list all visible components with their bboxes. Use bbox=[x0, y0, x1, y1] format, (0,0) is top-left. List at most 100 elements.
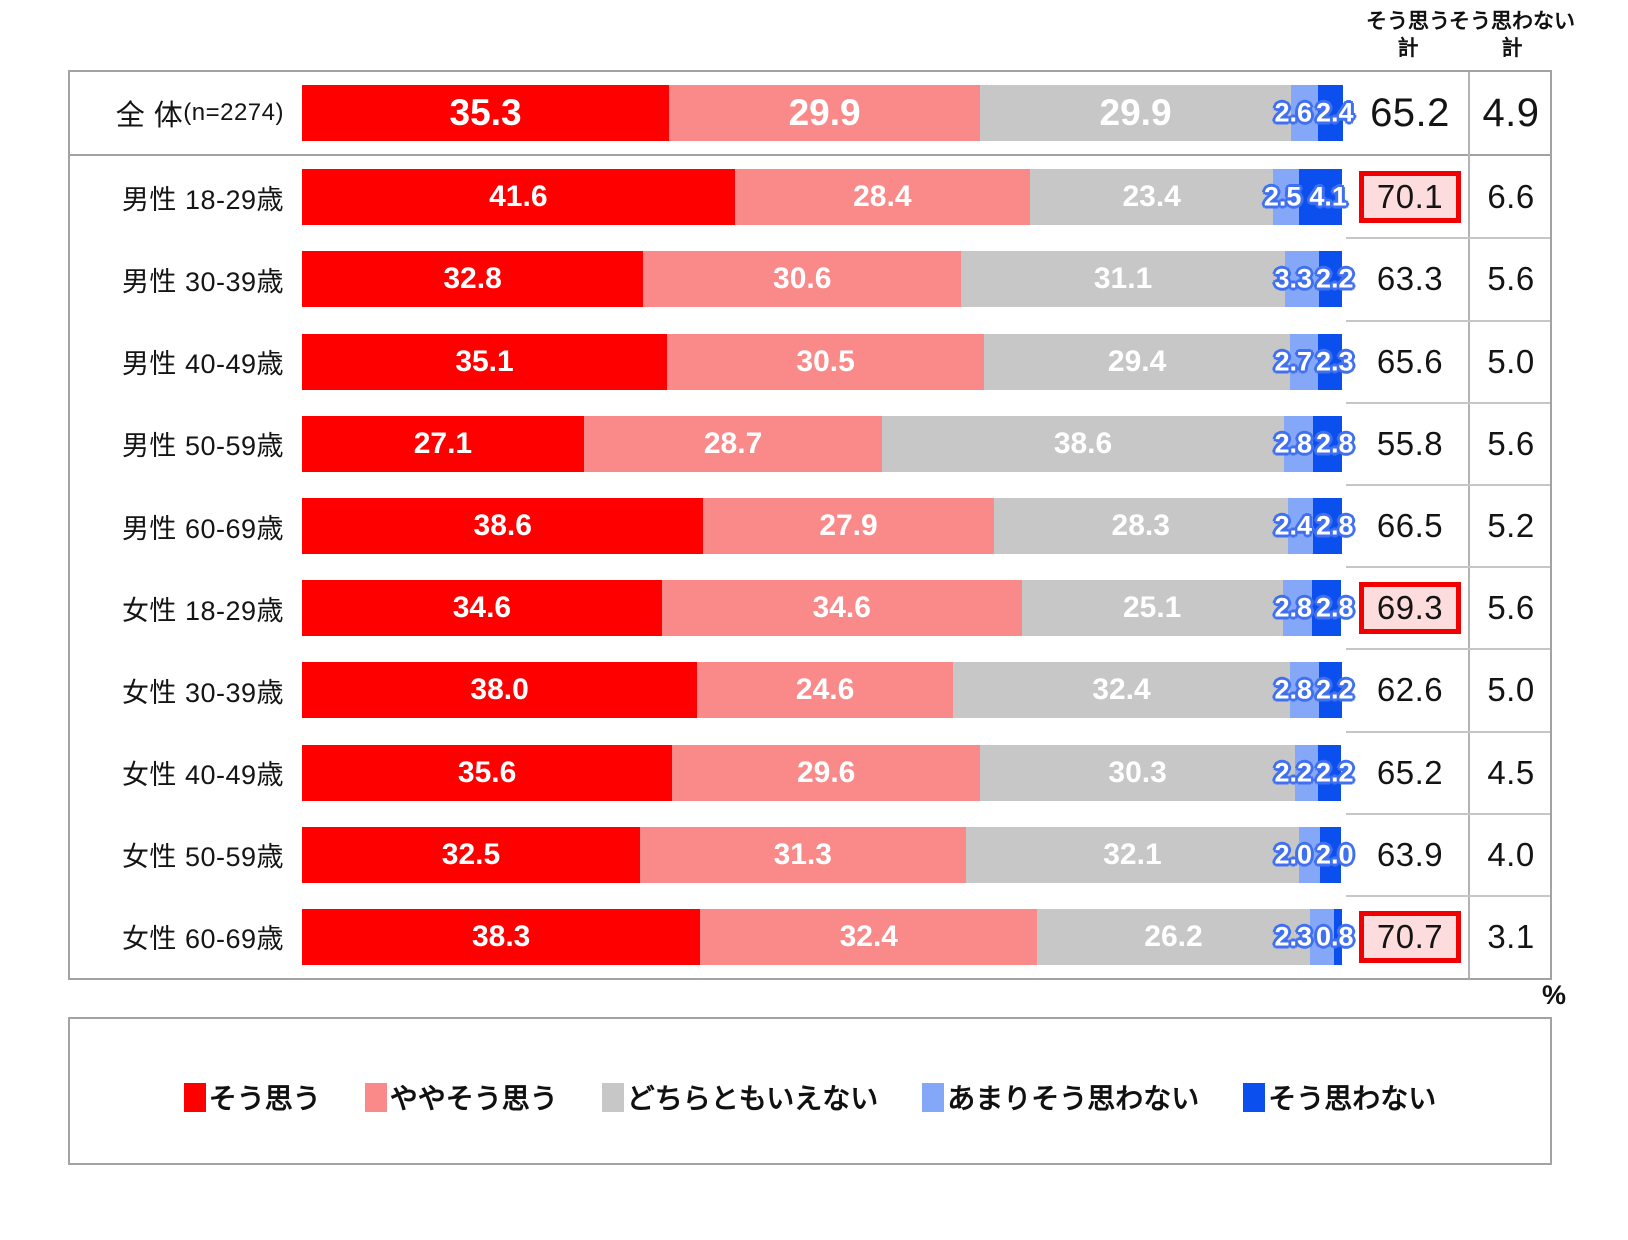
bar-segment-somewhat-disagree bbox=[1289, 333, 1319, 390]
stacked-bar: 32.8 30.6 31.1 3.3 2.2 bbox=[302, 251, 1354, 308]
bar-segment-somewhat-disagree bbox=[1291, 85, 1319, 142]
agree-total-value: 63.3 bbox=[1376, 260, 1444, 298]
segment-value-label: 41.6 bbox=[489, 180, 548, 214]
legend-item: あまりそう思わない bbox=[922, 1077, 1199, 1117]
segment-value-label: 31.3 bbox=[773, 837, 832, 871]
bar-segment-neutral: 25.1 bbox=[1021, 580, 1283, 637]
small-value-label-somewhat-disagree: 2.5 bbox=[1263, 181, 1302, 212]
bar-segment-neutral: 38.6 bbox=[882, 415, 1284, 472]
row-divider bbox=[1346, 319, 1550, 322]
row-label: 全 体 (n=2274) bbox=[115, 99, 284, 133]
segment-value-label: 27.9 bbox=[819, 509, 878, 543]
table-row: 男性 50-59歳 27.1 28.7 38.6 2.8 2.8 55.8 5.6 bbox=[70, 403, 1550, 486]
agree-total-cell: 70.7 bbox=[1350, 896, 1470, 978]
bar-segment-somewhat-agree: 30.5 bbox=[667, 333, 985, 390]
bar-segment-somewhat-agree: 29.9 bbox=[669, 85, 981, 142]
stacked-bar: 41.6 28.4 23.4 2.5 4.1 bbox=[302, 169, 1347, 226]
bar-segment-neutral: 31.1 bbox=[961, 251, 1285, 308]
small-value-label-somewhat-disagree: 2.0 bbox=[1274, 839, 1312, 870]
disagree-total-value: 5.6 bbox=[1487, 424, 1535, 462]
bar-segment-somewhat-agree: 24.6 bbox=[697, 662, 954, 719]
segment-value-label: 30.3 bbox=[1108, 755, 1167, 789]
segment-value-label: 35.3 bbox=[449, 92, 522, 134]
agree-total-cell: 65.6 bbox=[1350, 321, 1470, 403]
row-label-note: (n=2274) bbox=[183, 99, 284, 127]
segment-value-label: 29.6 bbox=[796, 755, 856, 789]
small-value-label-disagree: 2.2 bbox=[1316, 263, 1354, 294]
agree-total-header: そう思う 計 bbox=[1348, 8, 1468, 63]
table-row: 男性 18-29歳 41.6 28.4 23.4 2.5 4.1 70.1 6.6 bbox=[70, 156, 1550, 240]
segment-value-label: 23.4 bbox=[1122, 180, 1181, 214]
disagree-total-value: 4.5 bbox=[1487, 753, 1535, 791]
bar-segment-disagree bbox=[1318, 744, 1341, 801]
legend-item: そう思わない bbox=[1243, 1077, 1436, 1117]
small-value-label-disagree: 2.3 bbox=[1316, 346, 1354, 377]
agree-total-value: 55.8 bbox=[1376, 424, 1444, 462]
legend: そう思う ややそう思う どちらともいえない あまりそう思わない そう思わない bbox=[183, 1077, 1436, 1117]
bar-segment-agree: 32.8 bbox=[302, 251, 644, 308]
agree-total-value-highlighted: 70.7 bbox=[1358, 910, 1462, 964]
stacked-bar: 32.5 31.3 32.1 2.0 2.0 bbox=[302, 826, 1354, 883]
bar-segment-agree: 38.3 bbox=[302, 908, 701, 965]
agree-total-header-line2: 計 bbox=[1397, 37, 1419, 61]
row-divider bbox=[1346, 648, 1550, 651]
segment-value-label: 29.4 bbox=[1107, 344, 1167, 378]
bar-segment-somewhat-agree: 32.4 bbox=[700, 908, 1038, 965]
agree-total-value: 66.5 bbox=[1376, 507, 1444, 545]
stacked-bar: 38.6 27.9 28.3 2.4 2.8 bbox=[302, 498, 1354, 555]
segment-value-label: 32.4 bbox=[1092, 673, 1151, 707]
segment-value-label: 32.4 bbox=[839, 919, 898, 953]
disagree-total-value: 4.0 bbox=[1487, 835, 1535, 873]
small-value-label-somewhat-disagree: 2.8 bbox=[1274, 592, 1312, 623]
bar-segment-neutral: 32.4 bbox=[953, 662, 1290, 719]
bar-segment-disagree bbox=[1312, 498, 1342, 555]
agree-total-value: 62.6 bbox=[1376, 671, 1444, 709]
disagree-total-header: そう思わない 計 bbox=[1438, 8, 1586, 63]
legend-item: どちらともいえない bbox=[601, 1077, 879, 1117]
row-label: 女性 30-39歳 bbox=[121, 677, 284, 708]
stacked-bar: 35.3 29.9 29.9 2.6 2.4 bbox=[302, 85, 1354, 142]
row-divider bbox=[1346, 812, 1550, 815]
row-label: 女性 50-59歳 bbox=[121, 842, 284, 873]
segment-value-label: 35.1 bbox=[455, 344, 514, 378]
row-label: 男性 60-69歳 bbox=[121, 513, 284, 544]
disagree-total-header-line2: 計 bbox=[1501, 37, 1523, 61]
bar-segment-disagree bbox=[1320, 826, 1341, 883]
segment-value-label: 25.1 bbox=[1122, 591, 1182, 625]
small-value-label-disagree: 2.4 bbox=[1316, 97, 1354, 128]
legend-label: どちらともいえない bbox=[626, 1083, 879, 1114]
segment-value-label: 32.8 bbox=[443, 262, 502, 296]
legend-item: ややそう思う bbox=[364, 1077, 558, 1117]
bar-segment-disagree bbox=[1318, 85, 1343, 142]
table-row: 女性 18-29歳 34.6 34.6 25.1 2.8 2.8 69.3 5.6 bbox=[70, 567, 1550, 651]
disagree-total-value: 5.2 bbox=[1487, 507, 1535, 545]
table-row: 女性 60-69歳 38.3 32.4 26.2 2.3 0.8 70.7 3.1 bbox=[70, 896, 1550, 978]
small-value-label-disagree: 2.8 bbox=[1316, 510, 1354, 541]
segment-value-label: 38.6 bbox=[473, 509, 532, 543]
rows-container: 全 体 (n=2274) 35.3 29.9 29.9 2.6 2.4 65.2 4.9 男性 1… bbox=[70, 72, 1550, 978]
row-label: 女性 40-49歳 bbox=[121, 760, 284, 791]
disagree-total-cell: 5.6 bbox=[1472, 238, 1550, 320]
stacked-bar: 38.0 24.6 32.4 2.8 2.2 bbox=[302, 662, 1354, 719]
stacked-bar: 35.1 30.5 29.4 2.7 2.3 bbox=[302, 333, 1354, 390]
bar-segment-disagree bbox=[1311, 580, 1341, 637]
row-divider bbox=[1346, 237, 1550, 240]
table-row: 男性 30-39歳 32.8 30.6 31.1 3.3 2.2 63.3 5.6 bbox=[70, 238, 1550, 322]
segment-value-label: 34.6 bbox=[452, 591, 512, 625]
bar-segment-somewhat-disagree bbox=[1283, 415, 1313, 472]
small-value-label-somewhat-disagree: 2.4 bbox=[1274, 510, 1312, 541]
bar-segment-somewhat-agree: 29.6 bbox=[672, 744, 981, 801]
legend-label: ややそう思う bbox=[389, 1083, 558, 1114]
agree-total-value-highlighted: 70.1 bbox=[1358, 171, 1462, 224]
row-label: 男性 40-49歳 bbox=[121, 349, 284, 380]
bar-segment-neutral: 29.9 bbox=[980, 85, 1292, 142]
disagree-total-cell: 4.5 bbox=[1472, 732, 1550, 814]
table-row: 女性 50-59歳 32.5 31.3 32.1 2.0 2.0 63.9 4.0 bbox=[70, 814, 1550, 897]
legend-swatch bbox=[601, 1082, 624, 1112]
disagree-total-value: 4.9 bbox=[1482, 90, 1540, 135]
row-divider bbox=[1346, 401, 1550, 404]
table-row: 女性 30-39歳 38.0 24.6 32.4 2.8 2.2 62.6 5.0 bbox=[70, 649, 1550, 733]
legend-swatch bbox=[183, 1082, 206, 1112]
bar-segment-somewhat-disagree bbox=[1287, 498, 1313, 555]
bar-segment-neutral: 30.3 bbox=[980, 744, 1296, 801]
